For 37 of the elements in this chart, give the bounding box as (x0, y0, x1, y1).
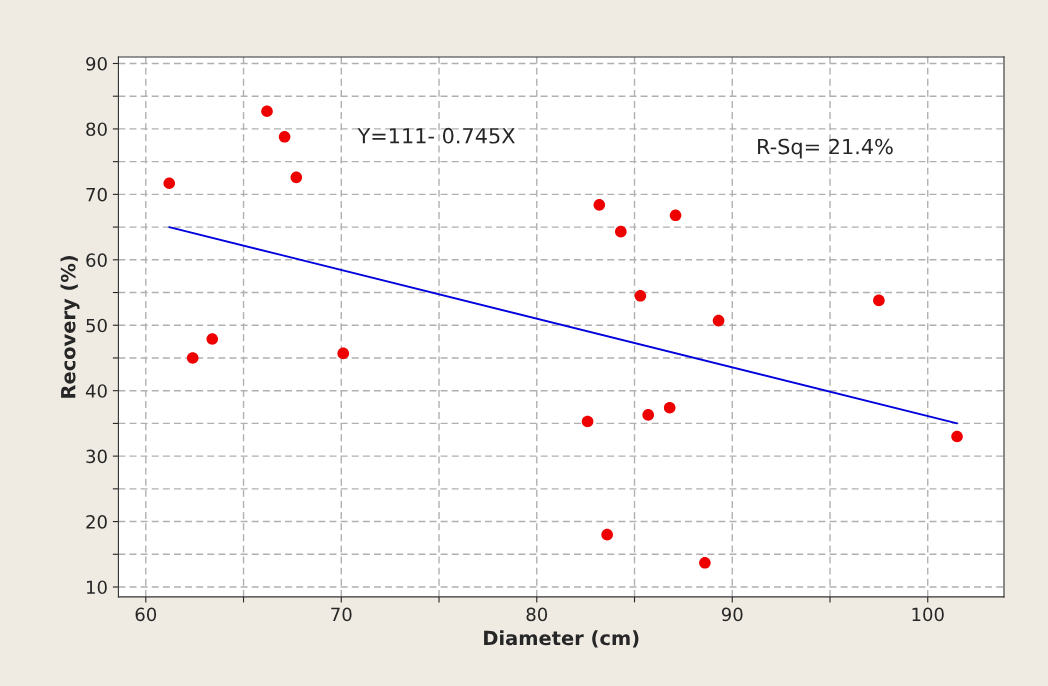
point (699, 556, 711, 569)
y-tick-label: 70 (86, 187, 107, 202)
point (206, 333, 219, 345)
point (615, 225, 627, 238)
point (669, 209, 682, 222)
y-tick-label: 40 (85, 384, 107, 398)
x-tick-label: 60 (135, 607, 157, 622)
y-tick-label: 50 (86, 318, 107, 333)
y-tick-label: 90 (86, 56, 107, 71)
x-axis-title: Diameter (cm) (484, 630, 639, 648)
annotation: Y=111- 0.745X (357, 127, 515, 144)
annotation: R-Sq= 21.4% (758, 138, 893, 159)
point (634, 289, 647, 302)
x-tick-label: 90 (721, 607, 743, 622)
y-axis-title: Recovery (%) (60, 255, 80, 398)
y-tick-label: 80 (86, 122, 107, 137)
point (712, 314, 725, 327)
point (186, 352, 199, 364)
point (337, 347, 350, 360)
x-tick-label: 70 (331, 607, 352, 622)
x-tick-label: 100 (912, 607, 944, 622)
point (163, 177, 176, 190)
point (261, 105, 273, 118)
point (873, 294, 885, 307)
point (581, 415, 594, 428)
point (593, 199, 606, 211)
point (601, 528, 613, 541)
y-tick-label: 60 (86, 253, 107, 267)
point (663, 401, 676, 414)
point (642, 409, 655, 421)
point (278, 130, 291, 143)
y-tick-label: 10 (87, 580, 107, 595)
point (290, 171, 303, 184)
point (951, 430, 963, 443)
x-tick-label: 80 (526, 607, 548, 622)
y-tick-label: 20 (86, 515, 107, 529)
y-tick-label: 30 (86, 449, 107, 464)
